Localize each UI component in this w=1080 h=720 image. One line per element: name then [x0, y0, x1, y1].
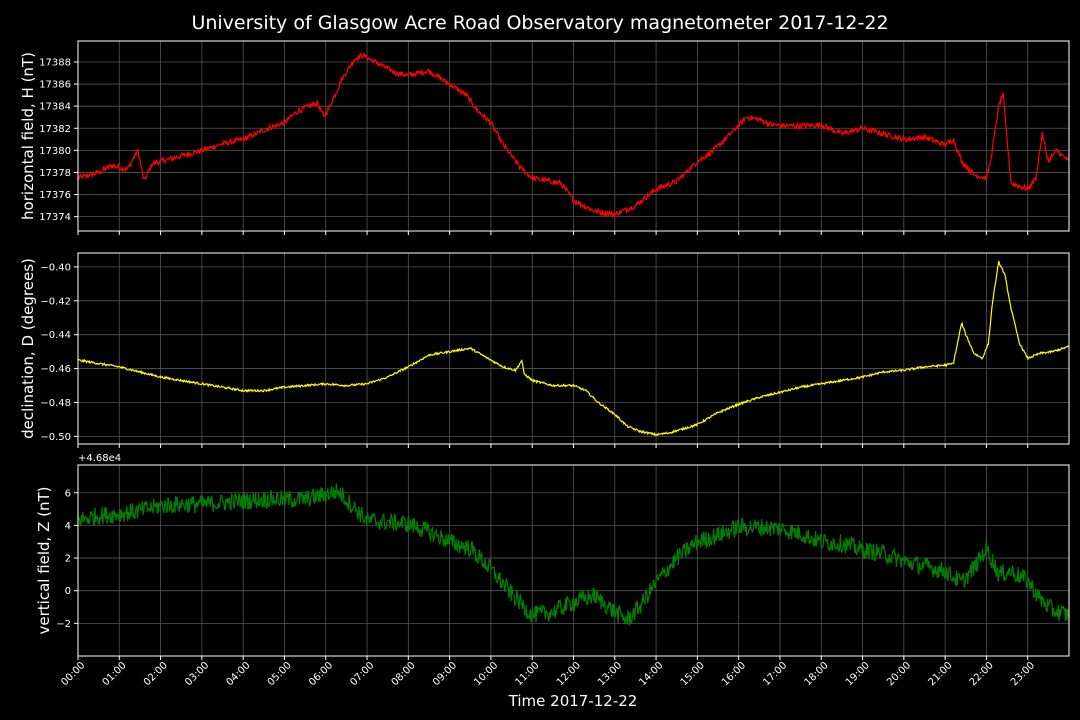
panels: 17374 17376 17378 17380 17382 17384 17386 17388…: [19, 40, 1070, 660]
y-tick-label: 17374: [39, 212, 71, 223]
y-axis-label: declination, D (degrees): [19, 258, 37, 439]
y-tick-label: 17382: [39, 124, 71, 135]
chart-title: University of Glasgow Acre Road Observat…: [191, 12, 888, 34]
y-axis-label: horizontal field, H (nT): [19, 52, 37, 220]
series-line-d: [77, 260, 1069, 437]
y-tick-label: 17388: [39, 57, 71, 68]
y-tick-label: −0.44: [40, 330, 71, 341]
y-tick-label: 17384: [39, 102, 71, 113]
y-tick-label: −0.50: [40, 432, 71, 443]
series-line-h: [77, 52, 1070, 219]
y-tick-label: 17380: [39, 146, 71, 157]
y-tick-label: 6: [65, 488, 71, 499]
x-axis-label: Time 2017-12-22: [508, 692, 638, 710]
y-tick-label: 2: [65, 554, 71, 565]
y-tick-label: 17378: [39, 168, 71, 179]
y-tick-label: −0.40: [40, 262, 71, 273]
y-offset-text: +4.68e4: [78, 453, 121, 464]
y-tick-label: −0.48: [40, 398, 71, 409]
panel-h: 17374 17376 17378 17380 17382 17384 17386 17388…: [19, 40, 1070, 235]
y-tick-label: 0: [65, 586, 71, 597]
y-tick-label: −0.42: [40, 296, 71, 307]
panel-z: −2 0 2 4 6 vertical field, Z (nT) +4.68e4: [35, 453, 1070, 660]
y-tick-label: −0.46: [40, 364, 71, 375]
panel-d: −0.50 −0.48 −0.46 −0.44 −0.42 −0.40declinatio…: [19, 252, 1070, 448]
y-tick-label: −2: [56, 619, 71, 630]
series-line-z: [77, 483, 1070, 626]
y-axis-label: vertical field, Z (nT): [35, 486, 53, 634]
y-tick-label: 17386: [39, 80, 71, 91]
y-tick-label: 17376: [39, 190, 71, 201]
y-tick-label: 4: [65, 521, 71, 532]
